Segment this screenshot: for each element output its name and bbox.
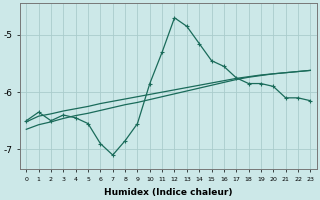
X-axis label: Humidex (Indice chaleur): Humidex (Indice chaleur) [104,188,233,197]
